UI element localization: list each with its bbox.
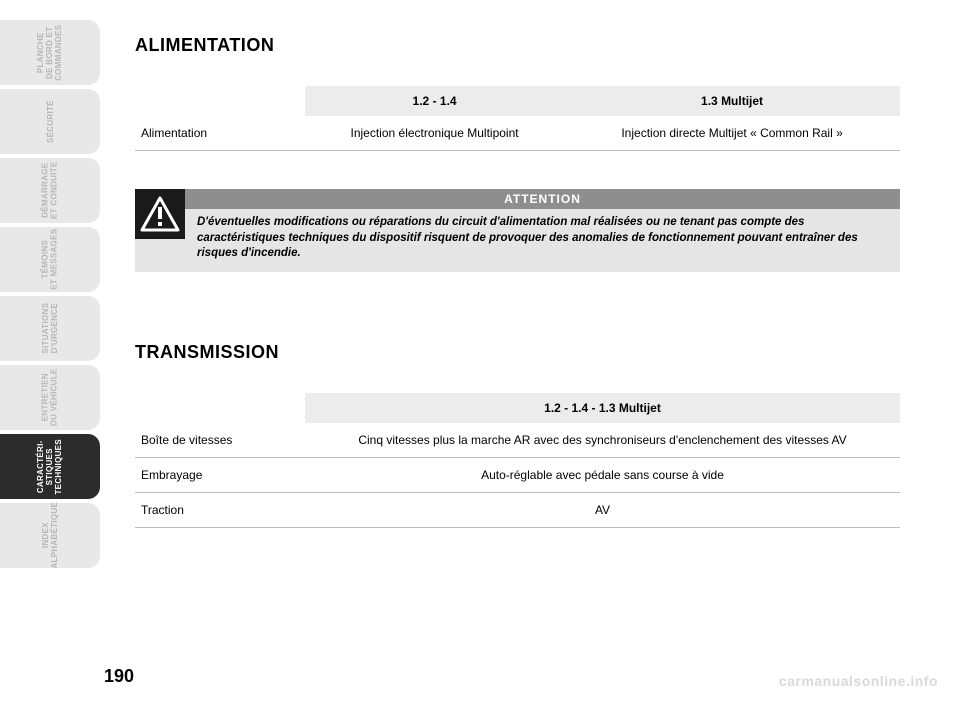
table-cell: Traction	[135, 492, 305, 527]
page-content: ALIMENTATION 1.2 - 1.41.3 Multijet Alime…	[135, 35, 900, 566]
table-col-header	[135, 86, 305, 116]
table-col-header: 1.3 Multijet	[564, 86, 900, 116]
table-cell: Boîte de vitesses	[135, 423, 305, 458]
manual-page: PLANCHE DE BORD ET COMMANDES SÉCURITÉ DÉMA…	[0, 0, 960, 709]
side-tab-label: CARACTÉRI- STIQUES TECHNIQUES	[36, 439, 64, 494]
side-tab-strip: PLANCHE DE BORD ET COMMANDES SÉCURITÉ DÉMA…	[0, 20, 100, 572]
table-cell: Cinq vitesses plus la marche AR avec des…	[305, 423, 900, 458]
side-tab-3[interactable]: TÉMOINS ET MESSAGES	[0, 227, 100, 292]
side-tab-1[interactable]: SÉCURITÉ	[0, 89, 100, 154]
section-heading-transmission: TRANSMISSION	[135, 342, 900, 363]
attention-body-text: D'éventuelles modifications ou réparatio…	[135, 209, 900, 272]
table-header-row: 1.2 - 1.41.3 Multijet	[135, 86, 900, 116]
side-tab-6[interactable]: CARACTÉRI- STIQUES TECHNIQUES	[0, 434, 100, 499]
table-header-row: 1.2 - 1.4 - 1.3 Multijet	[135, 393, 900, 423]
side-tab-label: PLANCHE DE BORD ET COMMANDES	[36, 24, 64, 80]
side-tab-5[interactable]: ENTRETIEN DU VÉHICULE	[0, 365, 100, 430]
table-row: AlimentationInjection électronique Multi…	[135, 116, 900, 151]
table-col-header: 1.2 - 1.4	[305, 86, 564, 116]
side-tab-7[interactable]: INDEX ALPHABÉTIQUE	[0, 503, 100, 568]
side-tab-4[interactable]: SITUATIONS D'URGENCE	[0, 296, 100, 361]
side-tab-0[interactable]: PLANCHE DE BORD ET COMMANDES	[0, 20, 100, 85]
table-cell: Alimentation	[135, 116, 305, 151]
side-tab-label: TÉMOINS ET MESSAGES	[41, 229, 59, 290]
table-cell: Embrayage	[135, 457, 305, 492]
attention-bar-label: ATTENTION	[185, 189, 900, 209]
alimentation-table: 1.2 - 1.41.3 Multijet AlimentationInject…	[135, 86, 900, 151]
side-tab-label: INDEX ALPHABÉTIQUE	[41, 502, 59, 569]
attention-box: ATTENTION D'éventuelles modifications ou…	[135, 189, 900, 272]
table-row: EmbrayageAuto-réglable avec pédale sans …	[135, 457, 900, 492]
table-row: TractionAV	[135, 492, 900, 527]
table-col-header	[135, 393, 305, 423]
side-tab-label: SÉCURITÉ	[45, 100, 54, 143]
transmission-table: 1.2 - 1.4 - 1.3 Multijet Boîte de vitess…	[135, 393, 900, 528]
table-row: Boîte de vitessesCinq vitesses plus la m…	[135, 423, 900, 458]
section-heading-alimentation: ALIMENTATION	[135, 35, 900, 56]
side-tab-2[interactable]: DÉMARRAGE ET CONDUITE	[0, 158, 100, 223]
table-col-header: 1.2 - 1.4 - 1.3 Multijet	[305, 393, 900, 423]
watermark-text: carmanualsonline.info	[779, 673, 938, 689]
side-tab-label: ENTRETIEN DU VÉHICULE	[41, 369, 59, 427]
table-cell: Injection directe Multijet « Common Rail…	[564, 116, 900, 151]
side-tab-label: DÉMARRAGE ET CONDUITE	[41, 162, 59, 220]
warning-triangle-icon	[135, 189, 185, 239]
table-cell: Injection électronique Multipoint	[305, 116, 564, 151]
table-cell: AV	[305, 492, 900, 527]
table-cell: Auto-réglable avec pédale sans course à …	[305, 457, 900, 492]
side-tab-label: SITUATIONS D'URGENCE	[41, 303, 59, 354]
page-number: 190	[104, 666, 134, 687]
